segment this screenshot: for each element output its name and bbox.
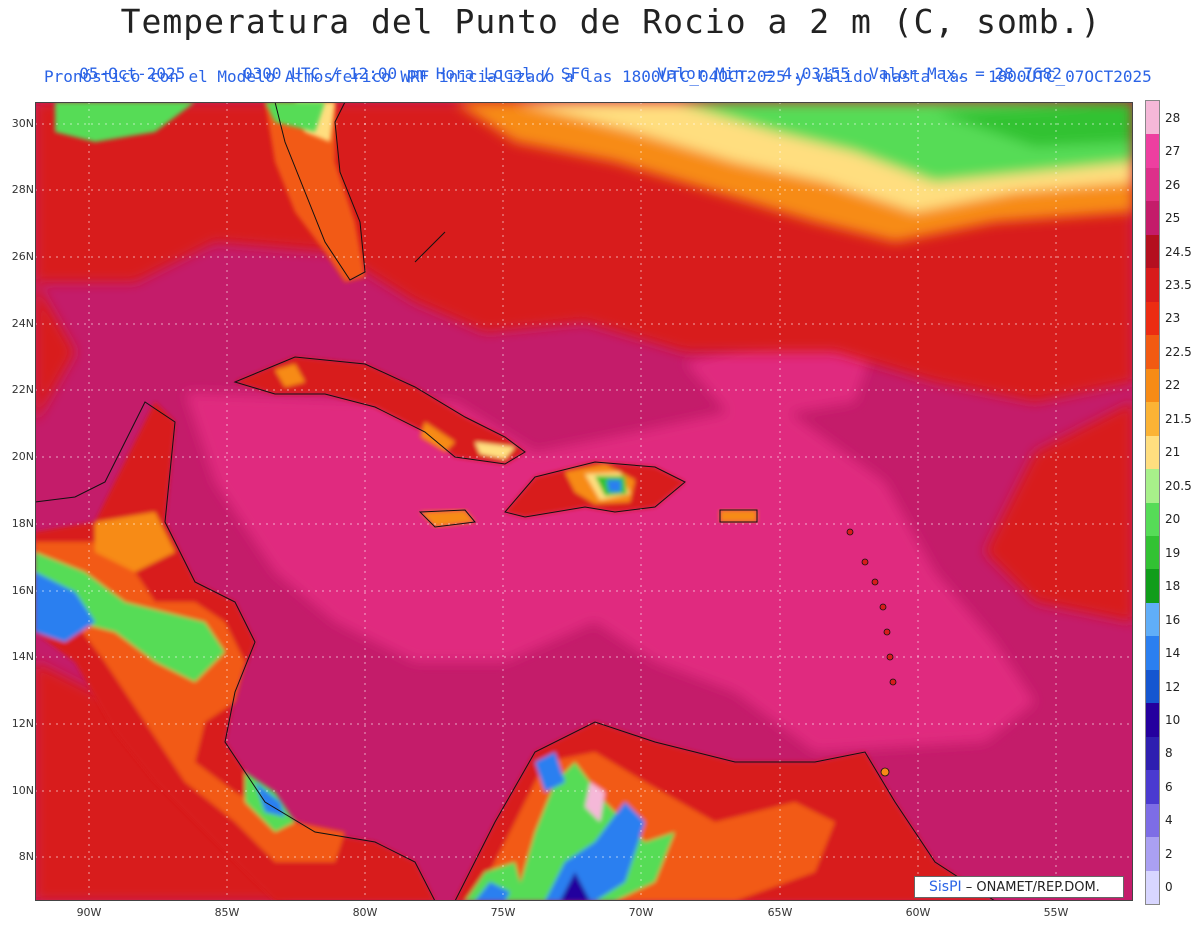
colorbar-segment xyxy=(1146,101,1159,135)
model-info-label: Pronóstico con el Modelo Atmosferico WRF… xyxy=(44,67,1152,86)
coastlines xyxy=(35,102,996,901)
colorbar-segment xyxy=(1146,669,1159,704)
colorbar-segment xyxy=(1146,770,1159,805)
colorbar-segment xyxy=(1146,402,1159,437)
colorbar-label: 22.5 xyxy=(1165,344,1192,359)
colorbar-segment xyxy=(1146,535,1159,570)
colorbar xyxy=(1145,100,1160,905)
lon-label-55w: 55W xyxy=(1043,906,1069,919)
lat-label-26n: 26N xyxy=(11,250,34,263)
colorbar-label: 22 xyxy=(1165,378,1181,393)
lat-label-14n: 14N xyxy=(11,650,34,663)
colorbar-label: 27 xyxy=(1165,144,1181,159)
colorbar-label: 12 xyxy=(1165,679,1181,694)
colorbar-segment xyxy=(1146,636,1159,671)
colorbar-segment xyxy=(1146,469,1159,503)
lat-label-22n: 22N xyxy=(11,383,34,396)
lon-label-70w: 70W xyxy=(628,906,654,919)
lat-label-10n: 10N xyxy=(11,784,34,797)
date-label: 05-Oct-2025 xyxy=(79,64,186,83)
subtitle-line-1: 05-Oct-2025 0300 UTC / 12:00 pm Hora Loc… xyxy=(60,45,1062,83)
central-america-land xyxy=(35,402,435,901)
lat-lon-grid xyxy=(35,102,1133,901)
colorbar-segment xyxy=(1146,167,1159,202)
colorbar-label: 18 xyxy=(1165,579,1181,594)
colorbar-segment xyxy=(1146,301,1159,336)
colorbar-segment xyxy=(1146,803,1159,838)
colorbar-label: 21 xyxy=(1165,445,1181,460)
dry-air-region xyxy=(455,102,1133,242)
colorbar-segment xyxy=(1146,870,1159,905)
lon-label-80w: 80W xyxy=(352,906,378,919)
lon-label-60w: 60W xyxy=(905,906,931,919)
lon-label-85w: 85W xyxy=(214,906,240,919)
lat-label-24n: 24N xyxy=(11,317,34,330)
credit-text: – ONAMET/REP.DOM. xyxy=(961,880,1100,895)
colorbar-segment xyxy=(1146,134,1159,169)
credit-box: SisPI – ONAMET/REP.DOM. xyxy=(914,876,1124,898)
lon-label-65w: 65W xyxy=(767,906,793,919)
colorbar-label: 16 xyxy=(1165,612,1181,627)
colorbar-label: 20 xyxy=(1165,512,1181,527)
lat-label-16n: 16N xyxy=(11,584,34,597)
colorbar-label: 23.5 xyxy=(1165,278,1192,293)
colorbar-label: 2 xyxy=(1165,846,1173,861)
sispi-logo: SisPI xyxy=(929,879,962,895)
jamaica-land xyxy=(420,510,475,527)
colorbar-label: 19 xyxy=(1165,545,1181,560)
colorbar-label: 23 xyxy=(1165,311,1181,326)
colorbar-segment xyxy=(1146,234,1159,269)
colorbar-label: 8 xyxy=(1165,746,1173,761)
colorbar-segment xyxy=(1146,502,1159,537)
colorbar-label: 26 xyxy=(1165,177,1181,192)
dewpoint-map xyxy=(35,102,1133,901)
lon-label-75w: 75W xyxy=(490,906,516,919)
time-label: 0300 UTC / 12:00 pm Hora Local / SFC xyxy=(243,64,590,83)
colorbar-segment xyxy=(1146,703,1159,738)
colorbar-label: 4 xyxy=(1165,813,1173,828)
colorbar-label: 20.5 xyxy=(1165,478,1192,493)
lesser-antilles-islands xyxy=(846,528,897,777)
colorbar-segment xyxy=(1146,201,1159,236)
south-america-land xyxy=(455,722,995,901)
colorbar-segment xyxy=(1146,837,1159,872)
lat-label-20n: 20N xyxy=(11,450,34,463)
lat-label-30n: 30N xyxy=(11,117,34,130)
colorbar-label: 6 xyxy=(1165,779,1173,794)
minmax-label: Valor Min. = 4.03155 Valor Max. = 28.768… xyxy=(657,64,1062,83)
colorbar-segment xyxy=(1146,368,1159,403)
colorbar-label: 10 xyxy=(1165,712,1181,727)
cuba-land xyxy=(235,357,525,464)
colorbar-label: 28 xyxy=(1165,110,1181,125)
colorbar-segment xyxy=(1146,602,1159,637)
hispaniola-land xyxy=(505,462,685,517)
lat-label-8n: 8N xyxy=(18,850,34,863)
puerto-rico-land xyxy=(720,510,757,522)
lat-label-28n: 28N xyxy=(11,183,34,196)
lon-label-90w: 90W xyxy=(76,906,102,919)
chart-title: Temperatura del Punto de Rocio a 2 m (C,… xyxy=(120,2,1102,41)
lat-label-12n: 12N xyxy=(11,717,34,730)
colorbar-segment xyxy=(1146,335,1159,370)
colorbar-segment xyxy=(1146,569,1159,604)
colorbar-label: 0 xyxy=(1165,880,1173,895)
colorbar-label: 14 xyxy=(1165,646,1181,661)
colorbar-segment xyxy=(1146,736,1159,771)
colorbar-segment xyxy=(1146,435,1159,470)
lat-label-18n: 18N xyxy=(11,517,34,530)
colorbar-label: 25 xyxy=(1165,211,1181,226)
colorbar-segment xyxy=(1146,268,1159,303)
colorbar-label: 24.5 xyxy=(1165,244,1192,259)
colorbar-label: 21.5 xyxy=(1165,411,1192,426)
